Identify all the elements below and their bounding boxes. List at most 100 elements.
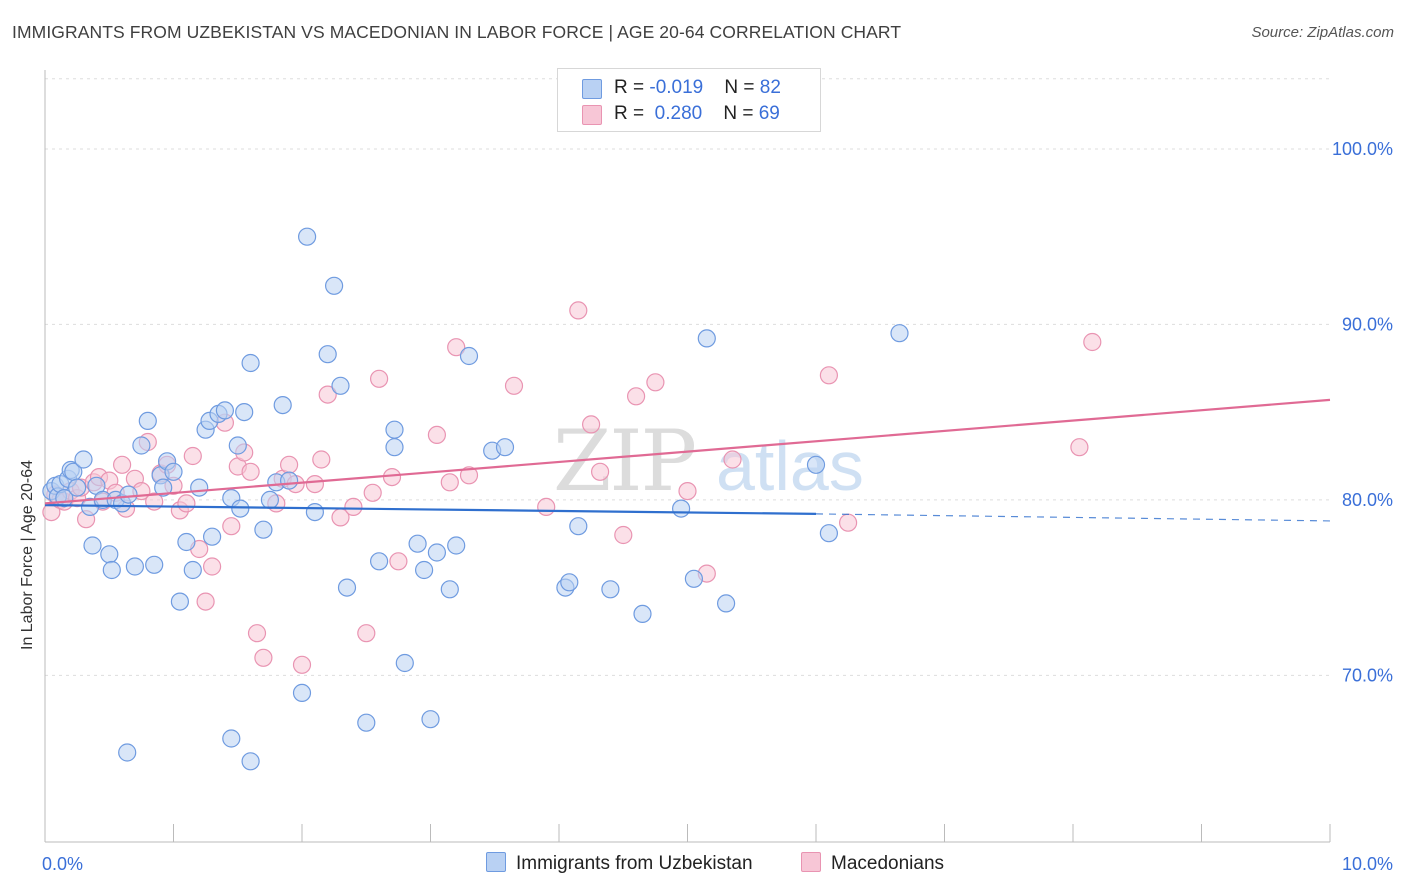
uzbekistan-point xyxy=(170,592,189,611)
uzbekistan-point xyxy=(697,329,716,348)
macedonians-point xyxy=(389,552,408,571)
uzbekistan-point xyxy=(633,604,652,624)
y-tick-label: 70.0% xyxy=(1342,665,1393,685)
uzbekistan-point xyxy=(890,324,909,343)
macedonians-point xyxy=(292,655,312,674)
macedonians-point xyxy=(819,366,839,385)
macedonians-point xyxy=(626,387,646,406)
legend-swatch-pink xyxy=(582,105,602,125)
macedonians-point xyxy=(241,462,260,481)
correlation-legend: R = -0.019 N = 82 R = 0.280 N = 69 xyxy=(557,68,821,132)
uzbekistan-point xyxy=(154,478,173,497)
macedonians-point xyxy=(196,592,215,611)
macedonians-point xyxy=(537,497,556,516)
grid-lines xyxy=(45,78,1330,676)
uzbekistan-point xyxy=(241,752,260,771)
uzbekistan-point xyxy=(273,396,292,415)
uzbekistan-point xyxy=(415,560,434,580)
chart-source: Source: ZipAtlas.com xyxy=(1251,24,1394,41)
uzbekistan-point xyxy=(203,527,222,546)
uzbekistan-point xyxy=(459,346,479,366)
macedonians-point xyxy=(440,473,459,492)
macedonians-point xyxy=(723,450,742,469)
macedonians-point xyxy=(344,497,363,516)
macedonians-point xyxy=(312,450,331,469)
uzbekistan-point xyxy=(100,545,119,564)
uzbekistan-point xyxy=(298,227,317,246)
uzbekistan-trend-line xyxy=(44,504,817,515)
uzbekistan-point xyxy=(716,594,736,613)
uzbekistan-point xyxy=(806,455,826,474)
uzbekistan-point xyxy=(421,710,440,729)
macedonians-point xyxy=(1083,332,1102,352)
macedonians-point xyxy=(1070,438,1089,457)
macedonians-point xyxy=(678,482,697,501)
macedonians-point xyxy=(318,385,337,404)
uzbekistan-point xyxy=(190,478,209,497)
uzbekistan-point xyxy=(560,573,579,592)
uzbekistan-point xyxy=(280,471,299,490)
macedonians-point xyxy=(177,494,196,513)
bottom-legend-swatch-blue xyxy=(486,852,506,872)
macedonians-point xyxy=(363,483,382,502)
uzbekistan-point xyxy=(385,438,404,457)
uzbekistan-point xyxy=(601,580,620,599)
uzbekistan-point xyxy=(385,420,404,439)
bottom-legend-macedonians: Macedonians xyxy=(801,852,944,875)
macedonians-point xyxy=(646,373,665,392)
legend-swatch-blue xyxy=(582,79,602,99)
uzbekistan-point xyxy=(145,555,164,574)
uzbekistan-point xyxy=(74,450,93,469)
chart-title: IMMIGRANTS FROM UZBEKISTAN VS MACEDONIAN… xyxy=(12,22,902,42)
uzbekistan-point xyxy=(569,517,588,536)
uzbekistan-point xyxy=(427,543,446,562)
macedonians-point xyxy=(614,525,633,545)
uzbekistan-point xyxy=(164,462,183,481)
uzbekistan-point xyxy=(357,713,376,732)
legend-n-label: N = xyxy=(724,77,760,98)
uzbekistan-point xyxy=(241,353,260,373)
uzbekistan-point xyxy=(118,743,137,762)
macedonians-point xyxy=(183,446,202,466)
uzbekistan-point xyxy=(222,729,241,748)
macedonians-point xyxy=(280,455,299,474)
uzbekistan-point xyxy=(132,436,151,455)
macedonians-point xyxy=(254,648,273,667)
legend-r-value: 0.280 xyxy=(649,103,703,124)
macedonians-point xyxy=(382,468,402,487)
macedonians-point xyxy=(305,475,324,494)
uzbekistan-point xyxy=(260,490,279,509)
macedonians-point xyxy=(222,517,241,536)
uzbekistan-point xyxy=(318,345,337,364)
uzbekistan-point xyxy=(83,536,102,555)
legend-n-label: N = xyxy=(723,103,759,124)
uzbekistan-point xyxy=(292,683,312,703)
bottom-legend-label: Macedonians xyxy=(831,853,945,874)
bottom-legend-swatch-pink xyxy=(801,852,821,872)
uzbekistan-trend-extension xyxy=(815,513,1331,522)
legend-r-value: -0.019 xyxy=(649,77,704,98)
x-tick-label: 0.0% xyxy=(42,854,83,874)
axes xyxy=(44,70,1331,843)
x-tick-label: 10.0% xyxy=(1342,854,1393,874)
uzbekistan-point xyxy=(254,520,273,539)
uzbekistan-point xyxy=(177,532,196,552)
macedonians-point xyxy=(581,415,601,434)
macedonians-point xyxy=(247,624,267,643)
macedonians-point xyxy=(370,369,389,388)
macedonians-point xyxy=(447,338,466,357)
legend-n-value: 82 xyxy=(759,77,781,98)
legend-r-label: R = xyxy=(614,103,650,124)
y-tick-label: 80.0% xyxy=(1342,490,1393,510)
uzbekistan-point xyxy=(495,438,515,457)
macedonians-point xyxy=(427,425,446,444)
uzbekistan-point xyxy=(125,557,144,576)
uzbekistan-point xyxy=(408,534,427,553)
uzbekistan-point xyxy=(819,524,839,543)
uzbekistan-point xyxy=(231,499,250,518)
uzbekistan-point xyxy=(331,376,350,395)
macedonians-point xyxy=(838,513,858,532)
tick-labels: 70.0% 80.0% 90.0% 100.0% 0.0% 10.0% xyxy=(42,139,1393,874)
trend-lines xyxy=(44,398,1331,522)
